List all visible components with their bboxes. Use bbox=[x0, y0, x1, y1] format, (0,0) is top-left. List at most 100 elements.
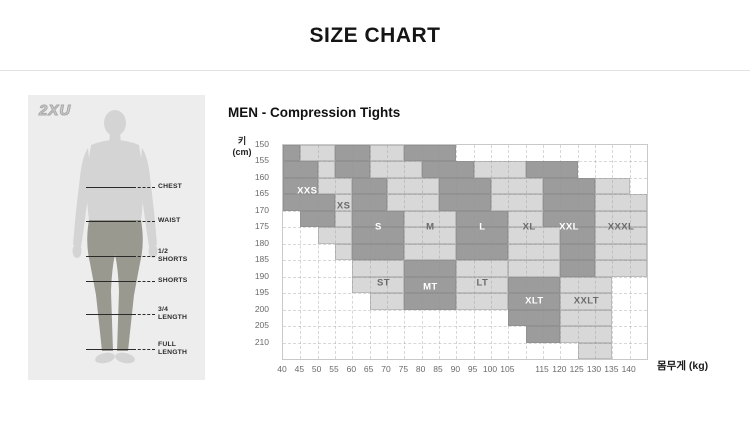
size-band-segment bbox=[387, 194, 439, 211]
x-tick: 115 bbox=[535, 364, 549, 374]
body-silhouette-icon bbox=[72, 110, 158, 364]
size-band-segment bbox=[352, 194, 387, 211]
size-band-segment bbox=[352, 227, 405, 244]
size-band-segment bbox=[595, 227, 647, 244]
gridline-horizontal bbox=[283, 227, 647, 229]
size-band-segment bbox=[387, 177, 439, 195]
size-band-segment bbox=[335, 194, 353, 211]
gridline-vertical bbox=[352, 145, 354, 359]
gridline-horizontal bbox=[283, 309, 647, 311]
gridline-vertical bbox=[300, 145, 302, 359]
size-band-label: XLT bbox=[525, 295, 544, 307]
size-band-segment bbox=[369, 161, 422, 178]
measure-line bbox=[86, 221, 133, 222]
gridline-vertical bbox=[439, 145, 440, 359]
size-band-segment bbox=[335, 243, 353, 261]
x-tick: 95 bbox=[467, 364, 478, 374]
x-tick: 60 bbox=[346, 364, 357, 374]
x-tick: 55 bbox=[329, 364, 339, 374]
gridline-vertical bbox=[317, 145, 319, 359]
plot-area: XXS XS S M L XL XXL XXXL ST MT LT XLT XXLT bbox=[282, 144, 648, 360]
size-band-label: XXL bbox=[559, 221, 579, 233]
x-tick: 105 bbox=[500, 364, 515, 374]
size-band-segment bbox=[595, 260, 647, 277]
size-band-segment bbox=[317, 177, 353, 195]
size-band-segment bbox=[404, 293, 457, 310]
size-band-label: XXXL bbox=[607, 221, 635, 233]
size-band-segment bbox=[560, 276, 613, 294]
gridline-horizontal bbox=[283, 243, 647, 245]
y-tick: 180 bbox=[254, 237, 269, 248]
size-band-segment bbox=[404, 260, 457, 277]
y-tick: 160 bbox=[254, 171, 269, 182]
size-band-segment bbox=[283, 145, 301, 162]
size-band-segment bbox=[508, 293, 561, 310]
measure-label: WAIST bbox=[158, 217, 181, 225]
measure-label: FULL LENGTH bbox=[158, 341, 188, 356]
gridline-horizontal bbox=[283, 293, 647, 295]
measure-dash bbox=[133, 187, 155, 188]
y-tick: 185 bbox=[254, 254, 269, 265]
brand-logo: 2XU bbox=[38, 102, 72, 120]
size-band-segment bbox=[456, 210, 509, 228]
y-tick: 195 bbox=[254, 287, 269, 298]
gridline-horizontal bbox=[283, 342, 647, 344]
y-tick: 200 bbox=[254, 303, 269, 314]
gridline-vertical bbox=[491, 145, 492, 359]
size-band-segment bbox=[283, 161, 318, 178]
y-tick: 175 bbox=[254, 221, 269, 232]
y-axis-label-line1: 키 bbox=[237, 136, 247, 146]
size-band-segment bbox=[300, 210, 335, 228]
size-band-segment bbox=[352, 260, 405, 277]
size-band-segment bbox=[508, 260, 561, 277]
y-axis-label: 키 (cm) bbox=[225, 136, 259, 159]
size-band-segment bbox=[525, 326, 561, 343]
size-band-label: LT bbox=[476, 277, 489, 289]
y-tick: 190 bbox=[254, 270, 269, 281]
size-band-label: S bbox=[374, 221, 382, 233]
size-band-label: XXLT bbox=[573, 295, 599, 307]
gridline-vertical bbox=[595, 145, 596, 359]
measure-label: SHORTS bbox=[158, 277, 188, 285]
size-band-segment bbox=[595, 177, 630, 195]
measure-label: 1/2 SHORTS bbox=[158, 248, 188, 263]
y-tick: 205 bbox=[254, 320, 269, 331]
gridline-vertical bbox=[525, 145, 527, 359]
gridline-horizontal bbox=[283, 260, 647, 262]
size-band-segment bbox=[543, 194, 595, 211]
size-band-segment bbox=[404, 243, 457, 261]
size-band-segment bbox=[456, 227, 509, 244]
size-band-segment bbox=[595, 210, 647, 228]
size-band-segment bbox=[595, 243, 647, 261]
size-band-segment bbox=[421, 161, 474, 178]
x-tick: 130 bbox=[586, 364, 602, 374]
gridline-vertical bbox=[421, 145, 423, 359]
measure-dash bbox=[133, 314, 155, 315]
x-tick: 120 bbox=[552, 364, 567, 374]
size-band-segment bbox=[352, 177, 387, 195]
size-band-segment bbox=[456, 276, 509, 294]
x-tick: 70 bbox=[381, 364, 391, 374]
gridline-horizontal bbox=[283, 326, 647, 328]
size-band-segment bbox=[352, 243, 405, 261]
x-tick: 75 bbox=[398, 364, 409, 374]
gridline-horizontal bbox=[283, 194, 647, 196]
size-band-segment bbox=[300, 145, 335, 162]
size-band-segment bbox=[335, 210, 353, 228]
gridline-vertical bbox=[404, 145, 406, 359]
x-tick: 45 bbox=[294, 364, 305, 374]
x-tick: 90 bbox=[450, 364, 461, 374]
gridline-vertical bbox=[508, 145, 510, 359]
measure-dash bbox=[133, 256, 155, 257]
size-band-segment bbox=[543, 177, 595, 195]
size-band-label: MT bbox=[423, 281, 438, 293]
gridline-horizontal bbox=[283, 276, 647, 278]
measure-line bbox=[86, 256, 133, 257]
x-tick: 50 bbox=[311, 364, 322, 374]
size-band-segment bbox=[560, 227, 595, 244]
figure-panel: 2XU CHEST WAIST 1/2 SHORTS SHORTS 3/4 LENGTH… bbox=[28, 95, 205, 380]
x-axis-label: 몸무게 (kg) bbox=[657, 360, 709, 372]
measure-dash bbox=[133, 349, 155, 350]
size-band-segment bbox=[352, 210, 405, 228]
